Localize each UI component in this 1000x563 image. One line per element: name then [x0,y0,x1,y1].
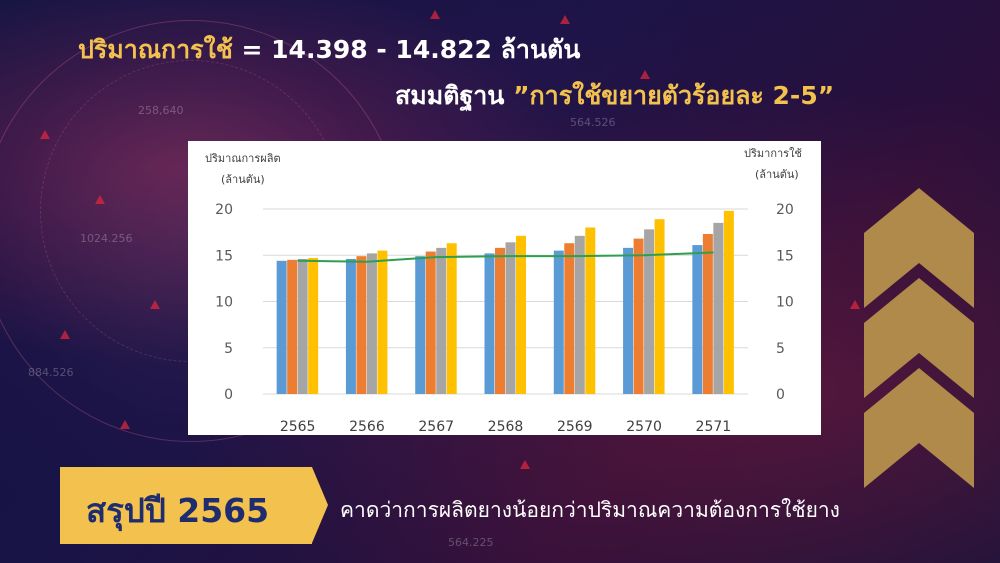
summary-text: คาดว่าการผลิตยางน้อยกว่าปริมาณความต้องกา… [340,498,840,522]
bar [415,256,426,394]
right-axis-title: ปริมาการใช้ [744,147,802,160]
bg-number: 564.526 [570,116,616,129]
triangle-icon [60,330,70,339]
bar [654,219,665,394]
bar [644,229,655,394]
left-axis-unit: (ล้านตัน) [221,173,265,186]
bar [345,258,356,394]
consumption-line [297,251,714,263]
triangle-icon [850,300,860,309]
y-tick-label-left: 20 [215,202,233,218]
triangle-icon [520,460,530,469]
bar [692,245,703,394]
y-tick-label-right: 0 [776,387,785,403]
bar [287,259,298,394]
bg-number: 1024.256 [80,232,133,245]
x-tick-label: 2565 [280,419,316,435]
bar [308,258,319,394]
bar [446,243,457,394]
bg-number: 884.526 [28,366,74,379]
bar [623,247,634,394]
left-axis-title: ปริมาณการผลิต [205,152,281,165]
assumption-headline: สมมติฐาน ”การใช้ขยายตัวร้อยละ 2-5” [395,76,834,116]
y-tick-label-right: 20 [776,202,794,218]
triangle-icon [150,300,160,309]
assumption-label: สมมติฐาน [395,81,505,110]
bg-number: 258,640 [138,104,184,117]
bar [505,242,516,394]
usage-label: ปริมาณการใช้ [78,35,233,64]
bar [702,233,713,394]
triangle-icon [560,15,570,24]
x-tick-label: 2568 [488,419,524,435]
bar [366,253,377,394]
x-tick-label: 2567 [418,419,454,435]
y-tick-label-left: 15 [215,248,233,264]
bar-chart: 0 0 5 5 10 10 15 15 20 20 2565 2566 2567 2568 2569 2570… [205,147,802,435]
bar [633,238,644,394]
x-tick-label: 2571 [696,419,732,435]
y-tick-label-left: 5 [224,341,233,357]
bar [713,222,724,394]
bar [574,235,585,394]
usage-value: = 14.398 - 14.822 ล้านตัน [241,35,581,64]
bar [585,227,596,394]
bar [553,250,564,394]
bar [564,243,575,394]
bg-number: 564.225 [448,536,494,549]
summary-title: สรุปปี 2565 [86,491,270,530]
y-tick-label-right: 15 [776,248,794,264]
assumption-value: ”การใช้ขยายตัวร้อยละ 2-5” [513,81,835,110]
triangle-icon [95,195,105,204]
summary-box [60,467,312,544]
x-tick-label: 2570 [626,419,662,435]
chevron-up-icon [864,188,974,488]
x-tick-label: 2569 [557,419,593,435]
triangle-icon [120,420,130,429]
bar [297,258,308,394]
bar [516,235,526,394]
bar [356,256,367,394]
y-tick-label-right: 5 [776,341,785,357]
summary-arrow [312,467,328,543]
y-tick-label-left: 0 [224,387,233,403]
x-tick-label: 2566 [349,419,385,435]
bar [484,253,495,394]
bar [276,260,287,394]
triangle-icon [640,70,650,79]
bar [436,247,447,394]
usage-headline: ปริมาณการใช้ = 14.398 - 14.822 ล้านตัน [78,30,580,70]
chart-card: 0 0 5 5 10 10 15 15 20 20 2565 2566 2567 2568 2569 2570… [188,141,821,435]
y-tick-label-left: 10 [215,295,233,311]
triangle-icon [40,130,50,139]
bar [425,251,436,394]
bar [723,210,734,394]
right-axis-unit: (ล้านตัน) [755,168,799,181]
triangle-icon [430,10,440,19]
y-tick-label-right: 10 [776,295,794,311]
bar [495,247,505,394]
bar [377,250,388,394]
